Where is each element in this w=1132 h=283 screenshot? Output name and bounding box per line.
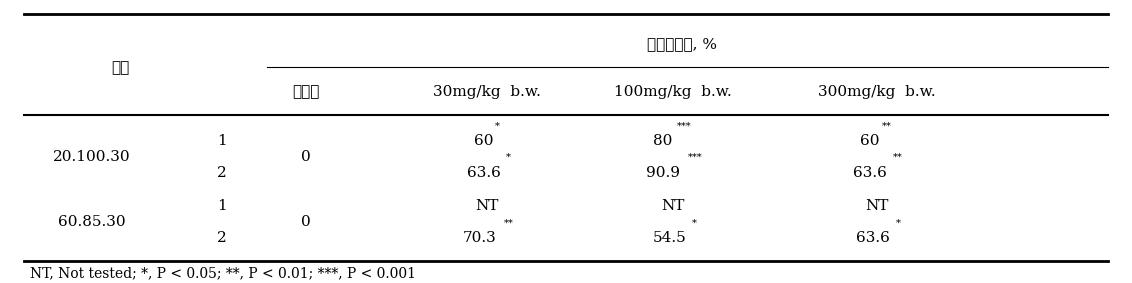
Text: 300mg/kg  b.w.: 300mg/kg b.w.: [817, 85, 935, 99]
Text: 2: 2: [216, 166, 226, 180]
Text: *: *: [895, 218, 900, 228]
Text: 0: 0: [301, 150, 311, 164]
Text: **: **: [504, 218, 513, 228]
Text: 30mg/kg  b.w.: 30mg/kg b.w.: [434, 85, 541, 99]
Text: **: **: [893, 153, 903, 162]
Text: *: *: [693, 218, 697, 228]
Text: 상대생존율, %: 상대생존율, %: [646, 37, 717, 52]
Text: **: **: [882, 121, 892, 130]
Text: 70.3: 70.3: [463, 231, 497, 245]
Text: 63.6: 63.6: [466, 166, 500, 180]
Text: ***: ***: [677, 121, 692, 130]
Text: 60: 60: [860, 134, 880, 148]
Text: NT: NT: [475, 199, 498, 213]
Text: 60: 60: [473, 134, 494, 148]
Text: 80: 80: [653, 134, 672, 148]
Text: NT: NT: [661, 199, 685, 213]
Text: 1: 1: [216, 199, 226, 213]
Text: 63.6: 63.6: [852, 166, 886, 180]
Text: 90.9: 90.9: [646, 166, 680, 180]
Text: 시료: 시료: [111, 61, 129, 75]
Text: 63.6: 63.6: [856, 231, 890, 245]
Text: ***: ***: [687, 153, 702, 162]
Text: 2: 2: [216, 231, 226, 245]
Text: 54.5: 54.5: [653, 231, 687, 245]
Text: *: *: [495, 121, 500, 130]
Text: 100mg/kg  b.w.: 100mg/kg b.w.: [615, 85, 732, 99]
Text: 20.100.30: 20.100.30: [53, 150, 130, 164]
Text: 0: 0: [301, 215, 311, 229]
Text: 60.85.30: 60.85.30: [58, 215, 126, 229]
Text: 대조구: 대조구: [292, 85, 320, 99]
Text: NT: NT: [865, 199, 889, 213]
Text: 1: 1: [216, 134, 226, 148]
Text: *: *: [506, 153, 511, 162]
Text: NT, Not tested; *, P < 0.05; **, P < 0.01; ***, P < 0.001: NT, Not tested; *, P < 0.05; **, P < 0.0…: [29, 266, 415, 280]
